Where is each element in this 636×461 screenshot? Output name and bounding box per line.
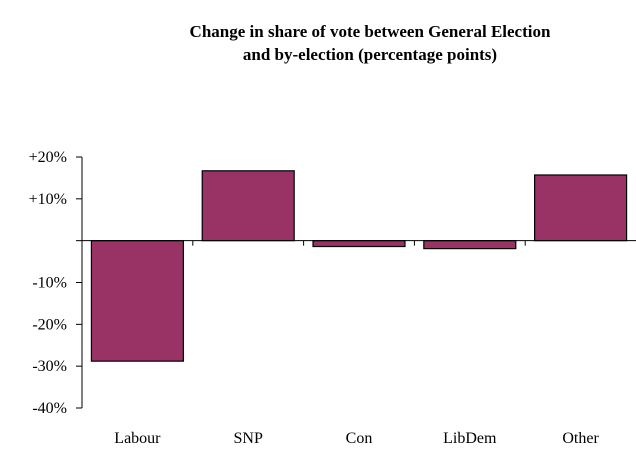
bar-libdem bbox=[423, 240, 517, 250]
chart-title: Change in share of vote between General … bbox=[120, 20, 620, 66]
y-axis: +20% +10% -10% -20% -30% -40% bbox=[29, 149, 83, 417]
chart-title-line-2: and by-election (percentage points) bbox=[242, 45, 498, 64]
x-tick-label: Con bbox=[346, 430, 373, 447]
bar-snp bbox=[201, 170, 295, 242]
x-tick-label: Labour bbox=[114, 430, 161, 447]
bar-con bbox=[312, 240, 406, 248]
y-tick-label: -40% bbox=[32, 400, 67, 417]
y-tick-label: +20% bbox=[29, 149, 67, 166]
chart-title-line-1: Change in share of vote between General … bbox=[189, 22, 551, 41]
bar-labour bbox=[90, 240, 184, 362]
x-tick-label: SNP bbox=[234, 430, 263, 447]
y-tick-label: +10% bbox=[29, 191, 67, 208]
x-tick-label: Other bbox=[562, 430, 599, 447]
x-tick-label: LibDem bbox=[443, 430, 497, 447]
bar-other bbox=[534, 174, 628, 242]
y-tick-label: -20% bbox=[32, 316, 67, 333]
y-tick-label: -10% bbox=[32, 275, 67, 292]
y-tick-label: -30% bbox=[32, 358, 67, 375]
x-axis: Labour SNP Con LibDem Other bbox=[82, 240, 636, 447]
bars bbox=[90, 170, 628, 362]
